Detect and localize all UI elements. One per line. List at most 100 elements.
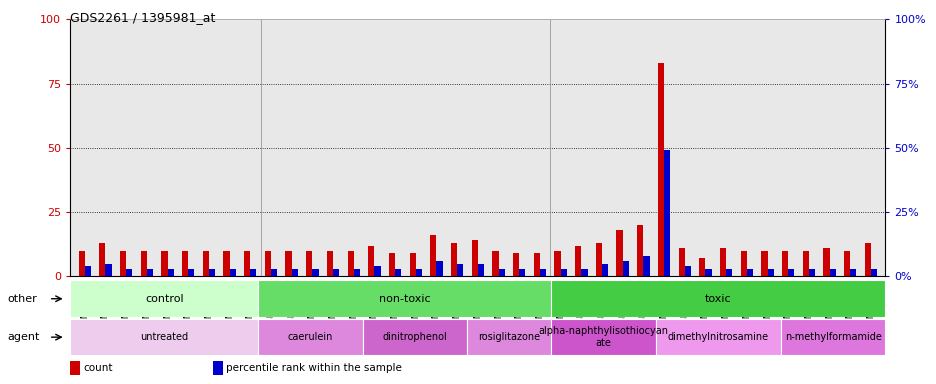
Bar [450, 243, 457, 276]
Text: untreated: untreated [140, 332, 188, 342]
Bar [643, 256, 649, 276]
Bar [513, 253, 519, 276]
Bar [550, 319, 655, 355]
Bar [416, 269, 421, 276]
Bar [168, 269, 173, 276]
Bar [539, 269, 546, 276]
Bar [477, 263, 484, 276]
Bar [746, 269, 753, 276]
Bar [554, 251, 560, 276]
Bar [519, 269, 525, 276]
Bar [188, 269, 194, 276]
Text: dinitrophenol: dinitrophenol [383, 332, 447, 342]
Bar [327, 251, 332, 276]
Text: n-methylformamide: n-methylformamide [784, 332, 881, 342]
Bar [285, 251, 291, 276]
Bar [705, 269, 711, 276]
Bar [430, 235, 436, 276]
Bar [678, 248, 684, 276]
Bar [550, 280, 885, 317]
Bar [362, 319, 467, 355]
Text: caerulein: caerulein [287, 332, 333, 342]
Bar [780, 319, 885, 355]
Bar [347, 251, 354, 276]
Bar [471, 240, 477, 276]
Bar [70, 361, 80, 375]
Bar [306, 251, 312, 276]
Bar [395, 269, 401, 276]
Bar [787, 269, 794, 276]
Bar [655, 319, 780, 355]
Bar [147, 269, 153, 276]
Bar [368, 246, 374, 276]
Bar [209, 269, 215, 276]
Bar [467, 319, 550, 355]
Bar [126, 269, 132, 276]
Bar [202, 251, 209, 276]
Bar [354, 269, 359, 276]
Bar [457, 263, 463, 276]
Bar [374, 266, 380, 276]
Bar [767, 269, 773, 276]
Bar [70, 280, 258, 317]
Text: count: count [83, 363, 112, 373]
Text: percentile rank within the sample: percentile rank within the sample [226, 363, 402, 373]
Bar [161, 251, 168, 276]
Bar [332, 269, 339, 276]
Bar [106, 263, 111, 276]
Bar [70, 319, 258, 355]
Bar [828, 269, 835, 276]
Bar [229, 269, 236, 276]
Bar [409, 253, 416, 276]
Bar [580, 269, 587, 276]
Bar [271, 269, 277, 276]
Bar [265, 251, 271, 276]
Bar [761, 251, 767, 276]
Text: alpha-naphthylisothiocyan
ate: alpha-naphthylisothiocyan ate [537, 326, 667, 348]
Bar [312, 269, 318, 276]
Bar [250, 269, 256, 276]
Text: GDS2261 / 1395981_at: GDS2261 / 1395981_at [70, 12, 215, 25]
Bar [258, 280, 550, 317]
Bar [498, 269, 505, 276]
Bar [739, 251, 746, 276]
Bar [684, 266, 690, 276]
Bar [595, 243, 601, 276]
Text: control: control [145, 293, 183, 304]
Bar [664, 151, 669, 276]
Bar [120, 251, 126, 276]
Bar [802, 251, 808, 276]
Bar [182, 251, 188, 276]
Bar [575, 246, 580, 276]
Bar [491, 251, 498, 276]
Bar [560, 269, 566, 276]
Bar [534, 253, 539, 276]
Bar [843, 251, 849, 276]
Text: other: other [7, 294, 37, 304]
Bar [140, 251, 147, 276]
Bar [212, 361, 223, 375]
Text: rosiglitazone: rosiglitazone [477, 332, 540, 342]
Bar [388, 253, 395, 276]
Bar [223, 251, 229, 276]
Bar [616, 230, 622, 276]
Text: non-toxic: non-toxic [378, 293, 430, 304]
Text: dimethylnitrosamine: dimethylnitrosamine [667, 332, 768, 342]
Bar [808, 269, 814, 276]
Bar [84, 266, 91, 276]
Bar [79, 251, 84, 276]
Text: toxic: toxic [704, 293, 731, 304]
Bar [823, 248, 828, 276]
Bar [436, 261, 442, 276]
Bar [864, 243, 870, 276]
Bar [870, 269, 876, 276]
Bar [698, 258, 705, 276]
Bar [258, 319, 362, 355]
Bar [601, 263, 607, 276]
Text: agent: agent [7, 332, 40, 342]
Bar [719, 248, 725, 276]
Bar [636, 225, 643, 276]
Bar [657, 63, 664, 276]
Bar [622, 261, 628, 276]
Bar [782, 251, 787, 276]
